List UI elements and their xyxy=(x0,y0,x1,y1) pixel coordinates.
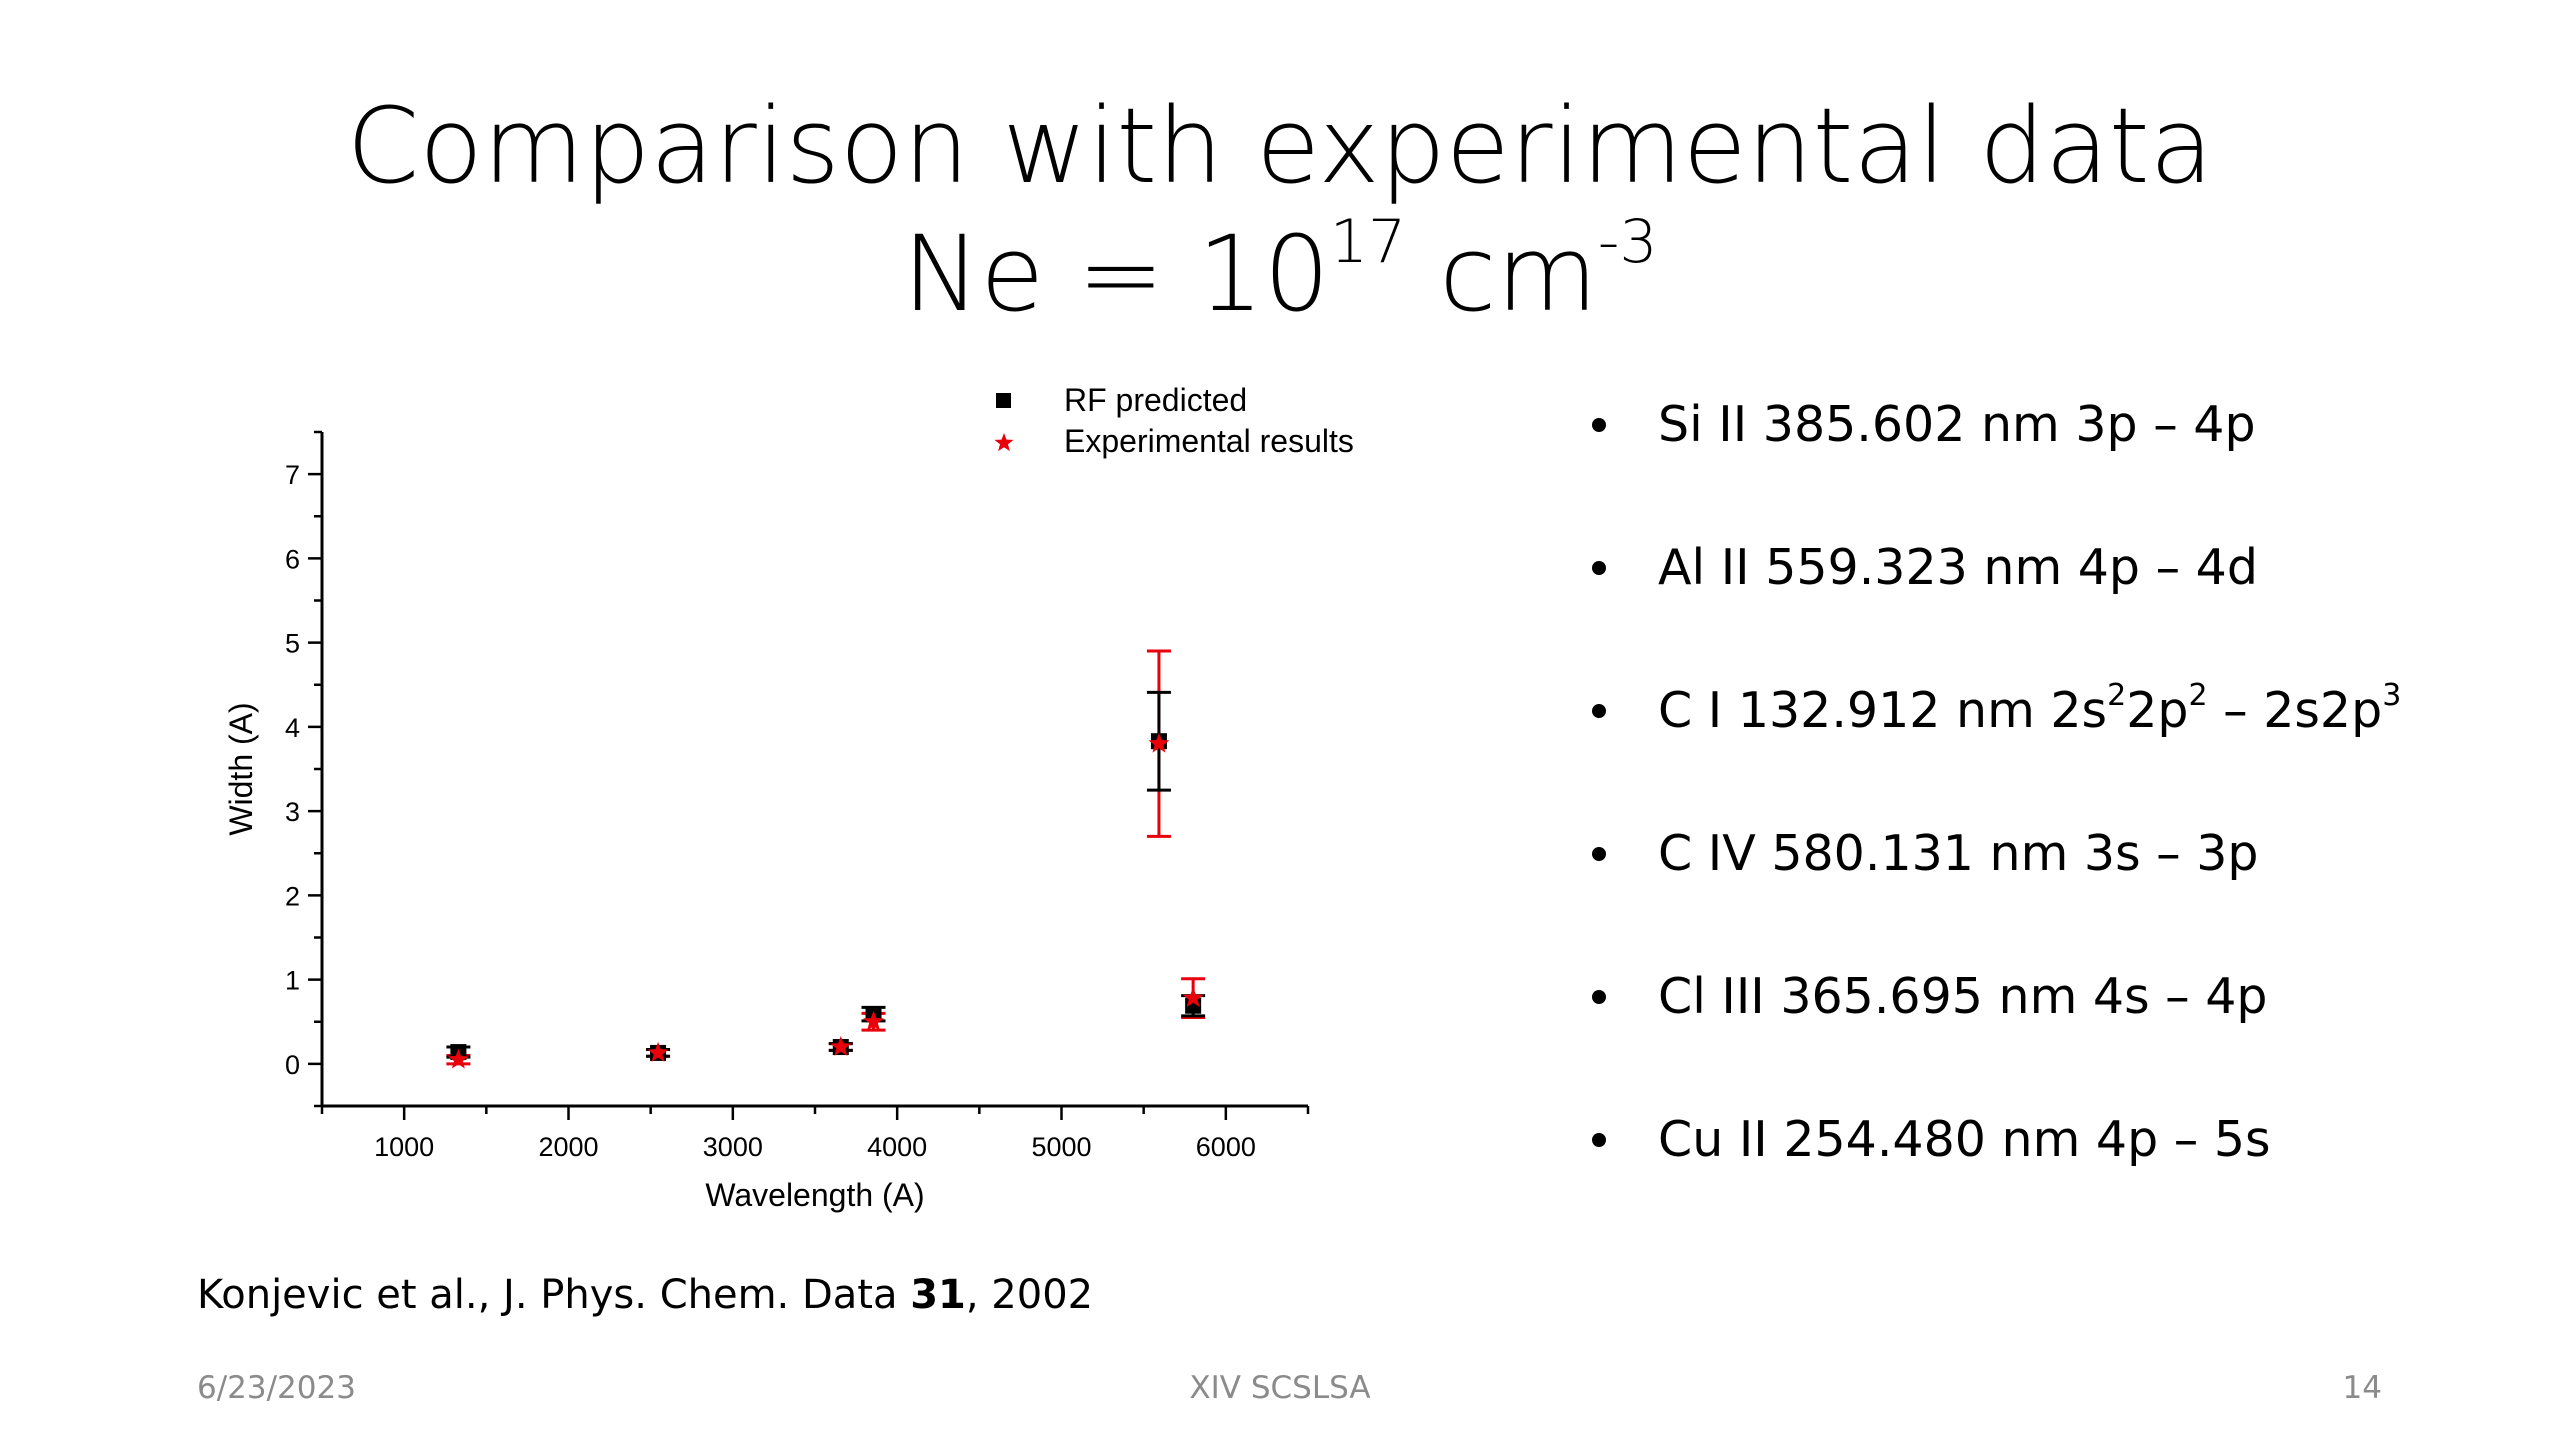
footer-date: 6/23/2023 xyxy=(197,1370,356,1406)
y-tick-label: 0 xyxy=(285,1050,300,1080)
x-tick-label: 1000 xyxy=(374,1132,434,1162)
spectral-lines-list: Si II 385.602 nm 3p – 4p Al II 559.323 n… xyxy=(1592,390,2492,1248)
x-tick-label: 4000 xyxy=(867,1132,927,1162)
bullet-item: C I 132.912 nm 2s22p2 – 2s2p3 xyxy=(1592,676,2492,819)
bullet-item: Al II 559.323 nm 4p – 4d xyxy=(1592,533,2492,676)
experimental-point xyxy=(1148,732,1170,753)
bullet-text: Cu II 254.480 nm 4p – 5s xyxy=(1658,1111,2271,1168)
bullet-text-part: 2p xyxy=(2126,682,2189,739)
citation-suffix: , 2002 xyxy=(965,1272,1094,1318)
y-tick-label: 4 xyxy=(285,713,300,743)
title-unit-exponent: -3 xyxy=(1597,207,1658,277)
citation: Konjevic et al., J. Phys. Chem. Data 31,… xyxy=(197,1272,1093,1318)
experimental-point xyxy=(1182,987,1204,1008)
y-tick-label: 3 xyxy=(285,797,300,827)
title-line-1: Comparison with experimental data xyxy=(346,85,2214,207)
chart-data-layer xyxy=(446,649,1206,1069)
title-exponent: 17 xyxy=(1329,207,1407,277)
bullet-dot xyxy=(1592,418,1606,432)
legend-predicted-marker xyxy=(996,393,1011,408)
x-axis-label: Wavelength (A) xyxy=(705,1177,924,1213)
bullet-text: C I 132.912 nm 2s22p2 – 2s2p3 xyxy=(1658,676,2401,746)
y-axis-label: Width (A) xyxy=(223,702,259,835)
bullet-dot xyxy=(1592,990,1606,1004)
footer-event: XIV SCSLSA xyxy=(1189,1370,1371,1406)
bullet-dot xyxy=(1592,704,1606,718)
citation-volume: 31 xyxy=(910,1272,966,1318)
bullet-dot xyxy=(1592,561,1606,575)
bullet-text: Si II 385.602 nm 3p – 4p xyxy=(1658,396,2256,453)
y-tick-label: 7 xyxy=(285,460,300,490)
bullet-text-part: C I 132.912 nm 2s xyxy=(1658,682,2108,739)
bullet-item: Si II 385.602 nm 3p – 4p xyxy=(1592,390,2492,533)
bullet-dot xyxy=(1592,847,1606,861)
x-tick-label: 3000 xyxy=(703,1132,763,1162)
y-tick-label: 1 xyxy=(285,966,300,996)
x-tick-label: 5000 xyxy=(1031,1132,1091,1162)
bullet-superscript: 2 xyxy=(2188,678,2208,713)
bullet-superscript: 3 xyxy=(2382,678,2402,713)
experimental-point xyxy=(863,1010,884,1031)
bullet-dot xyxy=(1592,1133,1606,1147)
y-tick-label: 2 xyxy=(285,881,300,911)
experimental-point xyxy=(830,1036,852,1056)
bullet-item: C IV 580.131 nm 3s – 3p xyxy=(1592,819,2492,962)
footer-page-number: 14 xyxy=(2342,1370,2382,1406)
x-tick-label: 2000 xyxy=(538,1132,598,1162)
legend-predicted-label: RF predicted xyxy=(1064,382,1247,418)
bullet-item: Cu II 254.480 nm 4p – 5s xyxy=(1592,1105,2492,1248)
bullet-superscript: 2 xyxy=(2107,678,2127,713)
title-unit: cm xyxy=(1406,213,1598,335)
y-tick-label: 6 xyxy=(285,544,300,574)
citation-prefix: Konjevic et al., J. Phys. Chem. Data xyxy=(197,1272,911,1318)
bullet-text: Cl III 365.695 nm 4s – 4p xyxy=(1658,968,2268,1025)
legend-experimental-label: Experimental results xyxy=(1064,423,1354,459)
bullet-text: Al II 559.323 nm 4p – 4d xyxy=(1658,539,2258,596)
title-line-2: Ne = 1017 cm-3 xyxy=(0,210,2560,338)
width-vs-wavelength-chart: 1000 2000 3000 4000 5000 6000 0 1 2 3 4 5 6 7 Waveleng… xyxy=(223,382,1354,1213)
experimental-point xyxy=(447,1048,469,1069)
x-tick-label: 6000 xyxy=(1196,1132,1256,1162)
slide-title: Comparison with experimental data Ne = 1… xyxy=(0,82,2560,338)
y-tick-label: 5 xyxy=(285,629,300,659)
bullet-item: Cl III 365.695 nm 4s – 4p xyxy=(1592,962,2492,1105)
experimental-point xyxy=(647,1041,669,1062)
title-ne-prefix: Ne = 10 xyxy=(902,213,1330,335)
chart-axes: 1000 2000 3000 4000 5000 6000 0 1 2 3 4 5 6 7 Waveleng… xyxy=(223,430,1310,1213)
chart-legend: RF predicted Experimental results xyxy=(994,382,1354,459)
legend-experimental-marker xyxy=(994,433,1014,452)
bullet-text: C IV 580.131 nm 3s – 3p xyxy=(1658,825,2259,882)
bullet-text-part: – 2s2p xyxy=(2207,682,2383,739)
